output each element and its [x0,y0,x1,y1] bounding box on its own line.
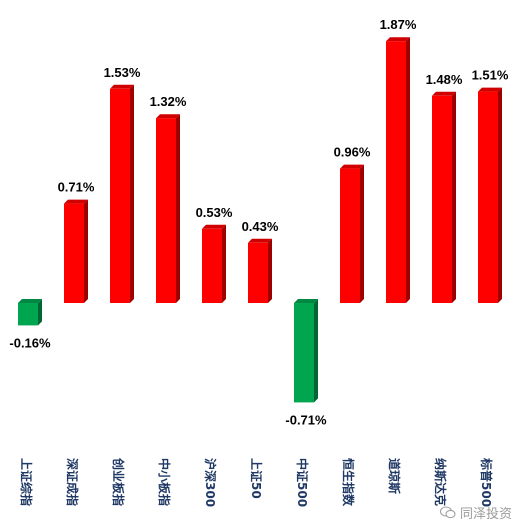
bar-5 [202,224,226,303]
data-label-6: 0.43% [242,219,279,234]
data-label-2: 0.71% [58,180,95,195]
data-label-10: 1.48% [426,72,463,87]
bar-11 [478,87,502,303]
category-label-9: 道琼斯 [387,458,402,494]
bars-group [18,37,502,403]
category-label-11: 标普500 [479,457,494,507]
bar-4 [156,114,180,303]
category-label-3: 创业板指 [111,457,126,506]
bar-10 [432,91,456,303]
data-label-8: 0.96% [334,145,371,160]
category-label-2: 深证成指 [65,458,80,506]
data-label-3: 1.53% [104,65,141,80]
bar-8 [340,164,364,303]
wechat-icon [439,506,456,519]
bar-9 [386,37,410,303]
bar-7 [294,299,318,403]
category-label-7: 中证500 [295,458,310,507]
bar-3 [110,84,134,303]
data-label-7: -0.71% [285,412,327,427]
data-label-1: -0.16% [9,335,51,350]
category-label-1: 上证综指 [19,458,34,506]
category-label-6: 上证50 [249,458,264,499]
watermark-text: 同泽投资 [459,507,512,522]
category-label-4: 中小板指 [157,458,172,506]
watermark: 同泽投资 [439,503,512,522]
data-label-9: 1.87% [380,17,417,32]
data-label-4: 1.32% [150,94,187,109]
category-label-5: 沪深300 [203,458,218,507]
category-label-8: 恒生指数 [341,458,356,507]
data-label-11: 1.51% [472,68,509,83]
category-label-10: 纳斯达克 [433,458,448,506]
bar-1 [18,299,42,326]
data-labels-group: -0.16% 0.71% 1.53% 1.32% 0.53% 0.43% -0.71% 0.9… [9,17,508,427]
category-labels-group: 上证综指 深证成指 创业板指 中小板指 沪深300 上证50 中证500 恒生指数 道琼斯 纳斯达… [19,457,494,507]
data-label-5: 0.53% [196,205,233,220]
bar-2 [64,199,88,303]
bar-6 [248,238,272,303]
